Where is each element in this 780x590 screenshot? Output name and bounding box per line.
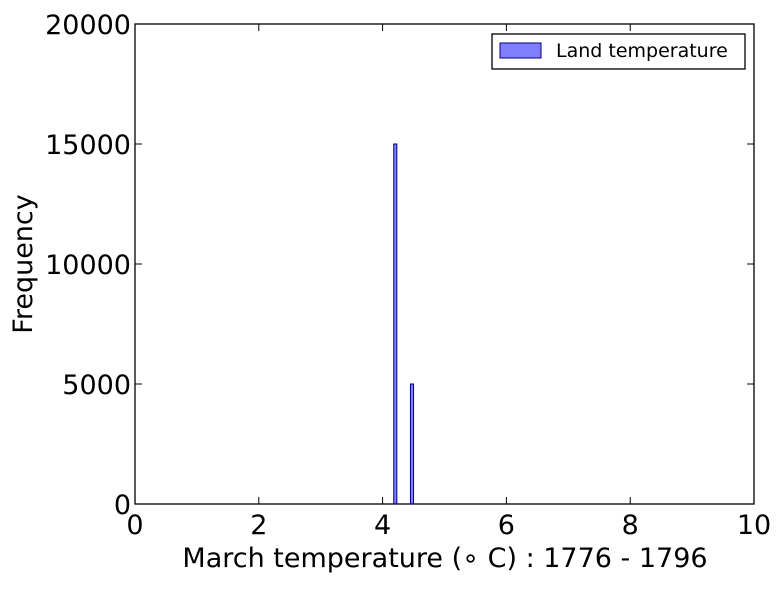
x-axis: 0 2 4 6 8 10: [126, 24, 771, 541]
y-tick-label: 0: [114, 490, 131, 521]
histogram-bar: [393, 143, 398, 505]
x-tick-label: 6: [498, 510, 515, 541]
y-tick-label: 20000: [45, 10, 131, 41]
y-tick-label: 15000: [45, 130, 131, 161]
y-tick-label: 5000: [62, 370, 131, 401]
y-tick-label: 10000: [45, 250, 131, 281]
x-tick-label: 0: [126, 510, 143, 541]
x-tick-label: 4: [374, 510, 391, 541]
y-axis-label: Frequency: [8, 194, 39, 334]
x-axis-label: March temperature (∘ C) : 1776 - 1796: [182, 543, 707, 574]
bars-group: [393, 143, 415, 505]
legend: Land temperature: [491, 33, 746, 70]
plot-area: [134, 23, 755, 505]
y-axis: 0 5000 10000 15000 20000: [45, 10, 754, 521]
x-tick-label: 8: [622, 510, 639, 541]
legend-swatch: [499, 42, 542, 59]
histogram-bar: [409, 383, 415, 505]
x-tick-label: 2: [250, 510, 267, 541]
x-tick-label: 10: [737, 510, 771, 541]
legend-label: Land temperature: [556, 40, 728, 62]
